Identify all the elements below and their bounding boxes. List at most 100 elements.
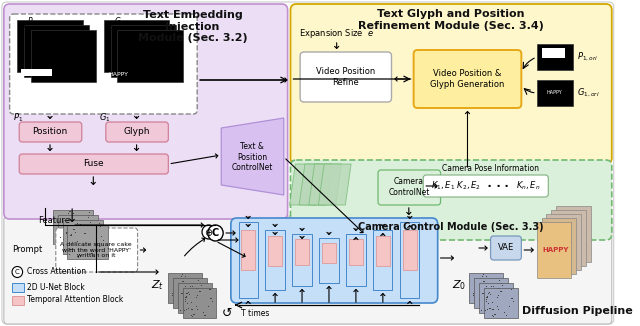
Bar	[68, 224, 69, 225]
Bar	[191, 315, 192, 316]
Bar	[319, 238, 339, 283]
Bar	[493, 316, 494, 317]
FancyBboxPatch shape	[19, 122, 82, 142]
Bar	[79, 224, 81, 225]
Bar	[483, 281, 484, 282]
Bar	[481, 310, 482, 311]
Bar	[484, 293, 486, 294]
Bar	[83, 231, 84, 232]
Bar	[68, 250, 70, 251]
Bar	[186, 293, 187, 294]
Bar	[58, 215, 98, 249]
Bar	[197, 309, 198, 310]
Bar	[486, 293, 488, 294]
Text: Expansion Size  $e$: Expansion Size $e$	[299, 27, 374, 40]
FancyBboxPatch shape	[491, 236, 522, 260]
Bar	[511, 289, 512, 290]
Bar	[77, 231, 78, 232]
Bar	[182, 295, 183, 296]
Bar	[185, 286, 186, 287]
Bar	[499, 302, 500, 303]
Bar	[186, 297, 187, 298]
Bar	[507, 289, 508, 290]
Bar	[57, 235, 58, 236]
Bar	[68, 234, 70, 235]
Bar	[504, 290, 505, 291]
Bar	[498, 309, 499, 310]
Bar	[100, 246, 101, 247]
Bar	[198, 288, 199, 289]
Bar	[188, 292, 189, 293]
FancyBboxPatch shape	[2, 2, 614, 324]
Bar	[498, 295, 499, 296]
Bar	[104, 20, 170, 72]
Text: $P_{1,ori}$: $P_{1,ori}$	[577, 51, 598, 63]
Bar	[88, 231, 89, 232]
Text: Video Position &
Glyph Generation: Video Position & Glyph Generation	[430, 69, 505, 89]
Bar	[175, 298, 177, 299]
Bar	[537, 222, 572, 278]
Bar	[90, 222, 92, 223]
Bar	[84, 233, 86, 234]
Bar	[490, 288, 491, 289]
Bar	[185, 276, 186, 277]
Bar	[168, 273, 202, 303]
Polygon shape	[308, 164, 342, 205]
Bar	[537, 44, 573, 70]
Bar	[323, 243, 336, 263]
Bar	[97, 236, 98, 237]
Bar	[69, 238, 70, 239]
Bar	[476, 298, 477, 299]
Bar	[499, 288, 500, 289]
Text: ↺: ↺	[222, 307, 232, 320]
Bar	[72, 230, 73, 231]
Bar	[485, 293, 486, 294]
Bar	[93, 236, 95, 237]
Bar	[175, 294, 176, 295]
Bar	[499, 292, 500, 293]
Bar	[292, 234, 312, 286]
Bar	[88, 215, 89, 216]
Bar	[495, 296, 497, 297]
Bar	[188, 292, 189, 293]
Text: $\oplus$: $\oplus$	[204, 227, 213, 238]
Text: Video Position
Refine: Video Position Refine	[316, 67, 375, 87]
Bar	[203, 312, 204, 313]
Bar	[202, 301, 203, 302]
Bar	[183, 288, 216, 318]
Bar	[68, 226, 69, 227]
Bar	[510, 306, 511, 307]
Bar	[212, 301, 213, 302]
Bar	[469, 273, 503, 303]
Bar	[74, 234, 75, 235]
Bar	[490, 288, 491, 289]
FancyBboxPatch shape	[4, 216, 612, 324]
Bar	[69, 254, 70, 255]
Bar	[185, 297, 186, 298]
Bar	[70, 235, 72, 236]
Bar	[73, 213, 74, 214]
Bar	[499, 295, 500, 296]
Bar	[74, 229, 75, 230]
Bar	[211, 298, 212, 299]
Bar	[474, 278, 508, 308]
Text: Fuse: Fuse	[83, 159, 104, 169]
Bar	[184, 310, 185, 311]
Bar	[487, 293, 488, 294]
Bar	[61, 226, 63, 227]
Bar	[188, 288, 189, 289]
Bar	[90, 229, 92, 230]
Bar	[192, 303, 193, 304]
Bar	[198, 289, 199, 290]
Bar	[89, 236, 90, 237]
Bar	[191, 296, 193, 297]
Bar	[68, 218, 70, 219]
Bar	[346, 234, 365, 286]
Bar	[498, 290, 499, 291]
Bar	[96, 227, 97, 228]
Text: Text Embedding
Injection
Module (Sec. 3.2): Text Embedding Injection Module (Sec. 3.…	[138, 10, 247, 43]
Bar	[480, 295, 481, 296]
Bar	[77, 249, 79, 250]
Bar	[84, 249, 86, 250]
Bar	[92, 253, 93, 254]
